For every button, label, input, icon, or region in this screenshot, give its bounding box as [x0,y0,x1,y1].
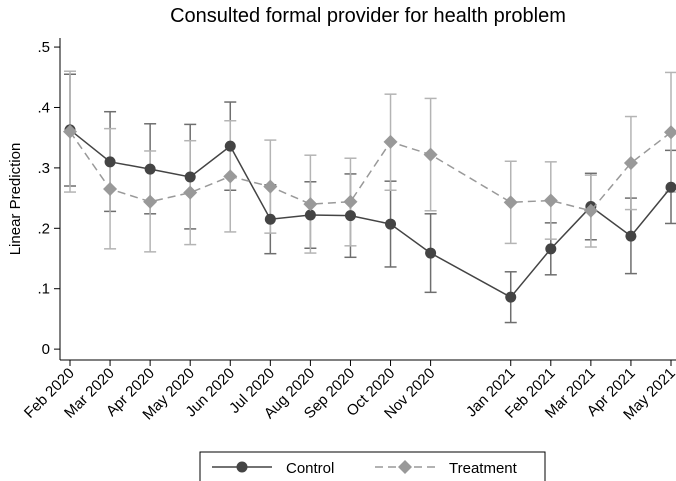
legend-marker [398,460,412,474]
y-axis-label: Linear Prediction [7,143,24,256]
y-tick-label: .5 [37,39,50,56]
legend-marker [236,461,248,473]
legend-label: Control [286,460,334,477]
point [184,171,196,183]
y-tick-label: 0 [42,341,50,358]
point [583,203,598,218]
y-tick-label: .3 [37,160,50,177]
point [665,181,676,193]
point [543,193,558,208]
point [63,124,77,139]
point [263,179,278,194]
point [304,209,316,221]
point [344,210,356,222]
point [625,230,637,242]
point [505,291,517,303]
point [143,194,158,209]
point [503,195,518,210]
point [545,243,557,255]
point [383,134,398,149]
point [144,163,156,175]
y-tick-label: .4 [37,99,50,116]
point [264,213,276,225]
point [423,147,438,162]
y-tick-label: .2 [37,220,50,237]
point [183,185,198,200]
point [104,156,116,168]
legend-label: Treatment [449,460,518,477]
point [623,156,638,171]
point [385,218,397,230]
chart-title: Consulted formal provider for health pro… [170,5,566,27]
point [103,182,118,197]
point [223,169,238,184]
point [664,125,676,140]
point [303,197,318,212]
point [224,140,236,152]
y-tick-label: .1 [37,281,50,298]
point [425,247,437,259]
point [343,194,358,209]
